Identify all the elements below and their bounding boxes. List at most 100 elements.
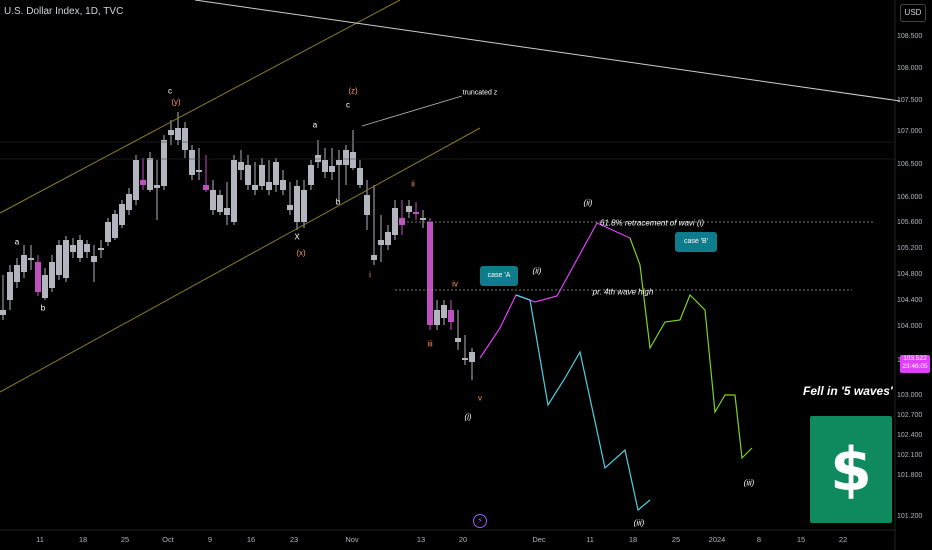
candle-body — [133, 160, 139, 200]
candle-body — [77, 240, 83, 258]
wave-label-w-iii: (iii) — [633, 518, 645, 528]
projection-path-green[interactable] — [629, 237, 753, 460]
candle-body — [392, 208, 398, 235]
candle-body — [469, 352, 475, 362]
candle-body — [84, 244, 90, 252]
candle-body — [28, 258, 34, 260]
currency-button[interactable]: USD — [900, 4, 926, 22]
candle-body — [357, 168, 363, 185]
candle-body — [224, 208, 230, 215]
candle-body — [210, 190, 216, 210]
candle-body — [70, 245, 76, 252]
candle-body — [126, 194, 132, 210]
wave-label-iv: iv — [452, 279, 458, 289]
candle-body — [315, 155, 321, 162]
candle-body — [140, 180, 146, 185]
candle-body — [252, 185, 258, 190]
wave-label-w-i: (i) — [464, 412, 472, 422]
wave-label-v: v — [478, 393, 482, 403]
fell-in-waves-note[interactable]: Fell in '5 waves' — [803, 384, 893, 398]
time-axis-label: 23 — [289, 535, 299, 544]
candle-body — [231, 160, 237, 222]
case-b-callout[interactable]: case 'B' — [675, 232, 717, 252]
candle-body — [280, 180, 286, 190]
dollar-sign-glyph: $ — [830, 434, 872, 505]
price-axis-label: 104.400 — [897, 297, 923, 304]
candle-body — [420, 218, 426, 220]
candle-body — [287, 205, 293, 210]
candle-body — [427, 222, 433, 325]
price-axis-label: 101.200 — [897, 513, 923, 520]
retracement-note[interactable]: 61.8% retracement of wavi (i) — [599, 218, 705, 228]
tradingview-logo-icon[interactable]: ⚡ — [473, 514, 487, 528]
time-axis-label: Dec — [532, 535, 546, 544]
price-axis-label: 104.000 — [897, 323, 923, 330]
wave-label-c: c — [168, 86, 172, 96]
candle-body — [273, 162, 279, 185]
candle-body — [21, 255, 27, 272]
price-axis-label: 101.800 — [897, 472, 923, 479]
candle-body — [308, 165, 314, 185]
price-axis-label: 108.500 — [897, 33, 923, 40]
candle-body — [378, 240, 384, 245]
truncated-z-note[interactable]: truncated z — [462, 89, 498, 97]
candle-body — [294, 186, 300, 222]
channel-upper-line[interactable] — [0, 0, 401, 214]
projection-path-cyan[interactable] — [515, 294, 651, 512]
price-axis-label: 105.200 — [897, 245, 923, 252]
wave-label-a: a — [14, 237, 20, 247]
time-axis-label: 20 — [458, 535, 468, 544]
candle-body — [413, 212, 419, 214]
channel-lower-line[interactable] — [0, 127, 481, 393]
candle-body — [63, 240, 69, 278]
time-axis-label: 13 — [416, 535, 426, 544]
candle-body — [112, 214, 118, 238]
trend-line[interactable] — [194, 0, 901, 102]
price-axis-label: 107.500 — [897, 97, 923, 104]
candle-body — [322, 160, 328, 172]
candle-body — [7, 272, 13, 300]
wave-label-y: (y) — [171, 97, 181, 107]
price-axis-label: 107.000 — [897, 128, 923, 135]
candle-body — [119, 204, 125, 225]
candle-body — [147, 158, 153, 190]
time-axis-label: Oct — [162, 535, 174, 544]
wave-label-w-ii-2: (ii) — [583, 198, 593, 208]
candle-body — [175, 128, 181, 140]
candle-body — [343, 150, 349, 165]
wave-label-b2: b — [335, 197, 341, 207]
candle-body — [399, 218, 405, 225]
candle-body — [0, 310, 6, 315]
symbol-title[interactable]: U.S. Dollar Index, 1D, TVC — [4, 6, 124, 17]
wave-label-w-ii: (ii) — [532, 266, 542, 276]
price-axis-label: 105.600 — [897, 219, 923, 226]
wave-label-x-paren: (x) — [296, 248, 306, 258]
time-axis-label: Nov — [345, 535, 359, 544]
candle-body — [329, 166, 335, 172]
time-axis-label: 11 — [36, 535, 44, 544]
wave-label-i: i — [369, 270, 371, 280]
candle-body — [168, 130, 174, 135]
time-axis-label: 25 — [671, 535, 681, 544]
candle-body — [364, 195, 370, 215]
candle-body — [98, 248, 104, 250]
prior-wave-note[interactable]: pr. 4th wave high — [592, 287, 654, 297]
drawing-overlays — [0, 0, 901, 550]
candle-body — [455, 338, 461, 342]
candle-body — [42, 275, 48, 298]
candle-body — [266, 182, 272, 190]
time-axis-label: 25 — [120, 535, 130, 544]
time-axis-label: 11 — [586, 535, 594, 544]
bar-countdown: 23:46:05 — [902, 363, 928, 370]
dollar-sign-icon: $ — [810, 416, 892, 523]
time-axis-label: 8 — [756, 535, 762, 544]
truncated-z-arrow[interactable] — [361, 95, 463, 127]
projection-path-magenta[interactable] — [479, 222, 631, 359]
price-axis-label: 103.000 — [897, 392, 923, 399]
last-price-tag: 103.522 23:46:05 — [900, 355, 930, 373]
candle-body — [182, 128, 188, 150]
case-a-callout[interactable]: case 'A — [480, 266, 518, 286]
candle-body — [238, 162, 244, 170]
candle-body — [154, 185, 160, 188]
